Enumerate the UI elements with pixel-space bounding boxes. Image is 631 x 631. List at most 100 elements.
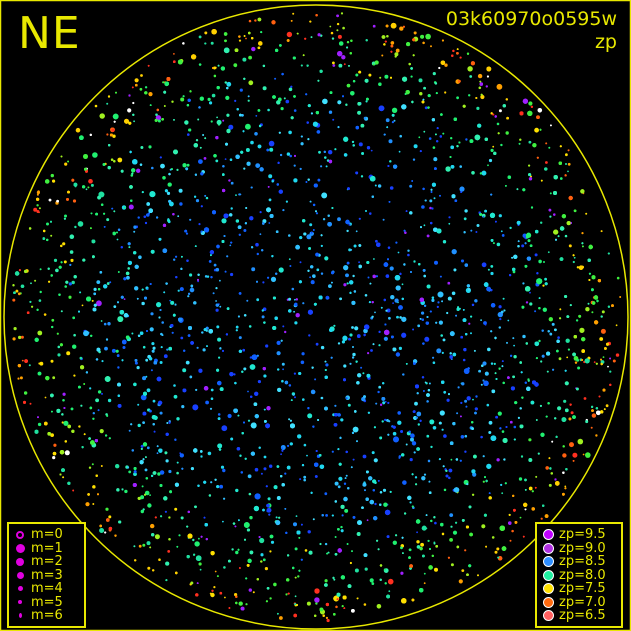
- star: [519, 424, 524, 429]
- star: [512, 270, 516, 274]
- star: [449, 156, 452, 158]
- star: [143, 391, 147, 396]
- star: [491, 389, 496, 394]
- star: [139, 331, 144, 335]
- star: [253, 505, 259, 512]
- star: [263, 455, 267, 459]
- star: [57, 345, 61, 349]
- star: [202, 134, 205, 136]
- star: [312, 203, 316, 207]
- star: [180, 97, 185, 102]
- star: [174, 507, 178, 511]
- star: [375, 275, 378, 278]
- star: [288, 418, 291, 421]
- star: [200, 535, 203, 538]
- star: [361, 397, 366, 402]
- star: [120, 295, 124, 299]
- star: [20, 335, 24, 339]
- star: [134, 78, 139, 83]
- star: [137, 496, 141, 500]
- star: [343, 496, 348, 502]
- star: [486, 286, 491, 292]
- star: [405, 443, 408, 446]
- star: [384, 418, 387, 422]
- star: [128, 470, 132, 474]
- star: [88, 179, 93, 184]
- star: [285, 593, 288, 596]
- star: [31, 305, 34, 308]
- star: [128, 204, 134, 210]
- star: [528, 140, 532, 144]
- star: [248, 492, 252, 496]
- star: [338, 41, 344, 46]
- star: [216, 86, 220, 90]
- star: [377, 480, 380, 482]
- star: [358, 244, 362, 247]
- star: [287, 554, 290, 557]
- star: [564, 485, 567, 488]
- star: [224, 158, 227, 161]
- star: [409, 184, 413, 188]
- star: [564, 487, 567, 490]
- star: [483, 282, 489, 287]
- star: [148, 208, 153, 213]
- star: [63, 217, 66, 220]
- star: [503, 458, 506, 461]
- star: [482, 215, 485, 218]
- star: [371, 315, 374, 318]
- star: [23, 269, 28, 274]
- star: [615, 324, 618, 327]
- star: [206, 330, 208, 332]
- star: [154, 118, 158, 122]
- star: [341, 55, 346, 60]
- star: [487, 268, 490, 271]
- star: [292, 566, 295, 570]
- star: [174, 303, 177, 306]
- star: [414, 476, 418, 479]
- star: [528, 173, 532, 177]
- star: [314, 462, 319, 467]
- star: [151, 415, 157, 420]
- star: [607, 252, 610, 255]
- star: [279, 616, 283, 620]
- star: [142, 458, 145, 461]
- star: [168, 469, 172, 474]
- star: [165, 432, 169, 436]
- star: [401, 104, 407, 110]
- star: [484, 476, 486, 479]
- star: [151, 533, 155, 537]
- star: [67, 481, 71, 485]
- star: [132, 483, 137, 487]
- star: [159, 484, 163, 487]
- star: [116, 354, 120, 357]
- star: [144, 493, 146, 496]
- star: [401, 297, 404, 301]
- star: [293, 310, 295, 313]
- star: [493, 362, 496, 365]
- star: [429, 548, 431, 550]
- star: [261, 309, 264, 312]
- star: [520, 371, 523, 374]
- star: [537, 452, 540, 455]
- star: [304, 549, 308, 552]
- star: [475, 97, 478, 99]
- star: [225, 142, 228, 146]
- star: [310, 280, 315, 285]
- star: [157, 119, 161, 123]
- star: [252, 591, 255, 594]
- star: [245, 37, 247, 40]
- star: [66, 351, 71, 356]
- star: [395, 352, 401, 357]
- star: [363, 333, 366, 337]
- star: [269, 550, 272, 553]
- star: [57, 353, 61, 357]
- star: [518, 477, 523, 481]
- star: [215, 136, 219, 140]
- star: [339, 436, 342, 439]
- star: [209, 407, 213, 410]
- star: [337, 34, 342, 39]
- star: [368, 73, 372, 77]
- star: [433, 197, 436, 200]
